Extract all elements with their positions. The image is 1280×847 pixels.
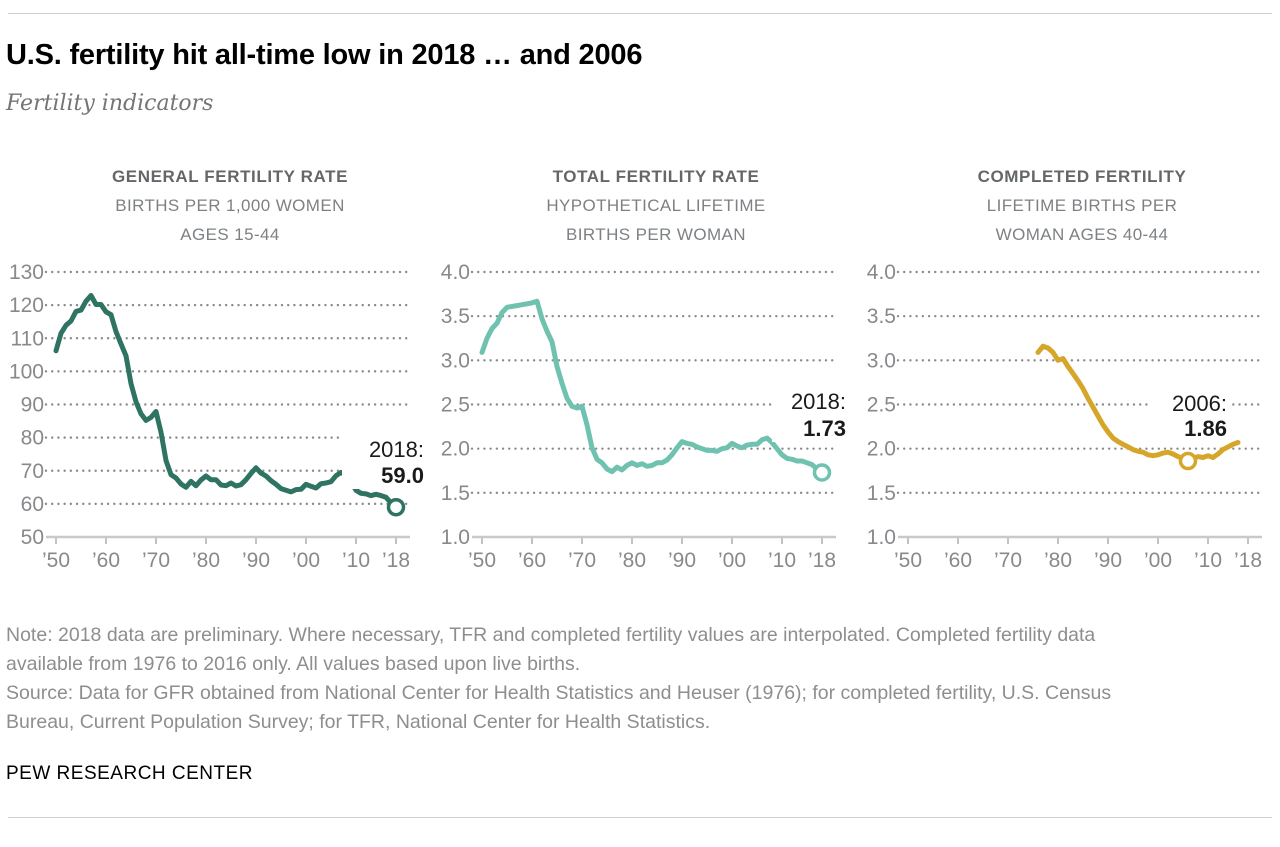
x-tick-label: ’00 [292, 549, 320, 572]
chart-tfr: TOTAL FERTILITY RATE HYPOTHETICAL LIFETIM… [426, 162, 852, 579]
source-text: Source: Data for GFR obtained from Natio… [6, 681, 1112, 733]
y-tick-label: 4.0 [867, 261, 896, 284]
y-tick-label: 2.0 [441, 437, 470, 460]
chart-gfr: GENERAL FERTILITY RATE BIRTHS PER 1,000 W… [0, 162, 426, 579]
charts-row: GENERAL FERTILITY RATE BIRTHS PER 1,000 W… [0, 162, 1280, 579]
annotation-value-label: 59.0 [381, 463, 424, 488]
chart-tfr-header: TOTAL FERTILITY RATE HYPOTHETICAL LIFETIM… [466, 162, 846, 249]
series-line [1035, 343, 1241, 464]
annotation-backing [342, 435, 426, 489]
annotation-year-label: 2018: [791, 389, 846, 414]
x-tick-label: ’18 [382, 549, 410, 572]
endpoint-marker [1178, 451, 1198, 471]
y-tick-label: 3.5 [441, 305, 470, 328]
y-tick-label: 4.0 [441, 261, 470, 284]
chart-gfr-header: GENERAL FERTILITY RATE BIRTHS PER 1,000 W… [40, 162, 420, 249]
y-tick-label: 70 [21, 460, 44, 483]
chart-tfr-header-line: TOTAL FERTILITY RATE [552, 166, 760, 186]
y-tick-label: 1.0 [867, 526, 896, 549]
chart-tfr-header-line: HYPOTHETICAL LIFETIME [546, 195, 766, 215]
y-tick-label: 1.0 [441, 526, 470, 549]
y-tick-label: 110 [11, 327, 44, 350]
x-tick-label: ’18 [1234, 549, 1262, 572]
y-tick-label: 3.5 [867, 305, 896, 328]
x-tick-label: ’80 [192, 549, 220, 572]
series-line [479, 298, 825, 475]
x-tick-label: ’10 [768, 549, 796, 572]
page-subtitle: Fertility indicators [6, 90, 214, 116]
chart-gfr-header-line: GENERAL FERTILITY RATE [111, 166, 349, 186]
y-tick-label: 1.5 [867, 482, 896, 505]
y-tick-label: 1.5 [441, 482, 470, 505]
annotation-backing [1151, 389, 1231, 442]
x-tick-label: ’50 [894, 549, 922, 572]
chart-gfr-header-line: BIRTHS PER 1,000 WOMEN [115, 195, 345, 215]
y-tick-label: 3.0 [441, 349, 470, 372]
x-tick-label: ’10 [1194, 549, 1222, 572]
x-tick-label: ’90 [668, 549, 696, 572]
x-tick-label: ’60 [944, 549, 972, 572]
y-tick-label: 100 [9, 360, 44, 383]
chart-completed-header-line: LIFETIME BIRTHS PER [986, 195, 1178, 215]
endpoint-marker [812, 463, 832, 482]
chart-gfr-header-line: AGES 15-44 [180, 224, 280, 244]
bottom-divider [8, 816, 1272, 818]
annotation-value-label: 1.73 [803, 416, 846, 441]
footer-wordmark: PEW RESEARCH CENTER [6, 762, 254, 784]
series-line [53, 292, 399, 510]
x-tick-label: ’70 [142, 549, 170, 572]
x-tick-label: ’60 [518, 549, 546, 572]
note-text: Note: 2018 data are preliminary. Where n… [6, 623, 1096, 675]
x-tick-label: ’60 [92, 549, 120, 572]
x-tick-label: ’50 [468, 549, 496, 572]
y-tick-label: 2.5 [867, 393, 896, 416]
top-divider [8, 13, 1272, 14]
notes: Note: 2018 data are preliminary. Where n… [6, 621, 1131, 737]
x-tick-label: ’80 [618, 549, 646, 572]
y-tick-label: 2.0 [867, 437, 896, 460]
chart-tfr-plot: 4.0 3.5 3.0 2.5 2.0 1.5 1.0’50 ’60 ’70 ’80 ’90 ’00 ’… [441, 261, 850, 572]
y-tick-label: 130 [9, 261, 44, 284]
x-tick-label: ’00 [1144, 549, 1172, 572]
annotation-year-label: 2018: [369, 437, 424, 462]
page-title: U.S. fertility hit all-time low in 2018 … [6, 39, 643, 71]
page: { "page": { "title": "U.S. fertility hit… [0, 13, 1280, 847]
chart-completed-header-line: WOMAN AGES 40-44 [995, 224, 1169, 244]
y-tick-label: 2.5 [441, 393, 470, 416]
x-tick-label: ’00 [718, 549, 746, 572]
chart-completed-plot: 4.0 3.5 3.0 2.5 2.0 1.5 1.0’50 ’60 ’70 ’80 ’90 ’00 ’… [867, 261, 1264, 572]
y-tick-label: 120 [9, 294, 44, 317]
chart-completed: COMPLETED FERTILITY LIFETIME BIRTHS PER WO… [852, 162, 1278, 579]
x-tick-label: ’18 [808, 549, 836, 572]
chart-tfr-header-line: BIRTHS PER WOMAN [566, 224, 746, 244]
x-tick-label: ’70 [994, 549, 1022, 572]
x-tick-label: ’70 [568, 549, 596, 572]
chart-completed-header: COMPLETED FERTILITY LIFETIME BIRTHS PER WO… [892, 162, 1272, 249]
endpoint-marker [386, 497, 406, 517]
x-tick-label: ’90 [242, 549, 270, 572]
chart-completed-header-line: COMPLETED FERTILITY [977, 166, 1187, 186]
annotation-year-label: 2006: [1172, 391, 1227, 416]
annotation-value-label: 1.86 [1184, 416, 1227, 441]
y-tick-label: 3.0 [867, 349, 896, 372]
x-tick-label: ’80 [1044, 549, 1072, 572]
y-tick-label: 50 [21, 526, 44, 549]
y-tick-label: 90 [21, 393, 44, 416]
annotation-backing [772, 387, 850, 442]
x-tick-label: ’10 [342, 549, 370, 572]
x-tick-label: ’50 [42, 549, 70, 572]
y-tick-label: 60 [21, 493, 44, 516]
x-tick-label: ’90 [1094, 549, 1122, 572]
chart-gfr-plot: 130 120 110 100 90 80 70 60 50’50 ’60 ’70 ’80 ’90 ’00… [9, 261, 426, 572]
y-tick-label: 80 [21, 426, 44, 449]
